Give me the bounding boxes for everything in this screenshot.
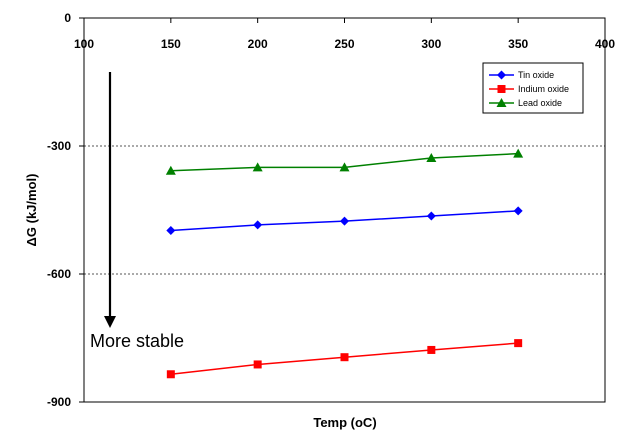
more-stable-label: More stable — [90, 331, 184, 351]
x-tick-label: 250 — [334, 37, 354, 51]
data-point-lead-oxide — [513, 148, 524, 158]
data-point-lead-oxide — [426, 152, 437, 162]
y-axis-title: ΔG (kJ/mol) — [24, 174, 39, 247]
gridlines — [84, 145, 605, 275]
data-point-tin-oxide — [166, 225, 176, 235]
legend-label-indium-oxide: Indium oxide — [518, 84, 569, 94]
legend-item-tin-oxide: Tin oxide — [489, 70, 554, 80]
x-tick-label: 400 — [595, 37, 615, 51]
x-axis-title: Temp (oC) — [313, 415, 376, 430]
data-point-indium-oxide — [340, 353, 349, 362]
more-stable-arrow-head — [104, 316, 116, 328]
data-point-indium-oxide — [427, 345, 436, 354]
legend-label-tin-oxide: Tin oxide — [518, 70, 554, 80]
y-tick-label: -900 — [47, 395, 71, 409]
data-point-tin-oxide — [513, 206, 523, 216]
data-point-indium-oxide — [166, 370, 175, 379]
data-point-tin-oxide — [340, 216, 349, 226]
legend-marker-indium-oxide — [497, 85, 506, 93]
x-tick-label: 300 — [421, 37, 441, 51]
legend-marker-lead-oxide — [496, 98, 507, 107]
legend-item-indium-oxide: Indium oxide — [489, 84, 569, 94]
series-tin-oxide — [166, 206, 523, 235]
data-point-lead-oxide — [339, 162, 350, 172]
data-point-indium-oxide — [253, 360, 262, 369]
series-indium-oxide — [166, 339, 523, 379]
legend-item-lead-oxide: Lead oxide — [489, 98, 562, 108]
series-lead-oxide — [165, 148, 524, 175]
series-layer — [165, 148, 524, 379]
x-tick-label: 350 — [508, 37, 528, 51]
y-tick-label: -600 — [47, 267, 71, 281]
x-tick-label: 100 — [74, 37, 94, 51]
legend: Tin oxide Indium oxide Lead oxide — [482, 62, 584, 114]
x-tick-label: 150 — [161, 37, 181, 51]
data-point-lead-oxide — [252, 162, 263, 172]
data-point-tin-oxide — [426, 211, 436, 221]
legend-label-lead-oxide: Lead oxide — [518, 98, 562, 108]
x-tick-label: 200 — [248, 37, 268, 51]
legend-marker-tin-oxide — [497, 70, 506, 80]
data-point-indium-oxide — [514, 339, 523, 348]
y-tick-label: 0 — [64, 11, 71, 25]
annotation: More stable — [90, 72, 184, 351]
data-point-lead-oxide — [165, 165, 176, 175]
y-tick-label: -300 — [47, 139, 71, 153]
data-point-tin-oxide — [253, 220, 263, 230]
axes: 100 150 200 250 300 350 400 0 -300 -600 -900 — [47, 11, 615, 409]
